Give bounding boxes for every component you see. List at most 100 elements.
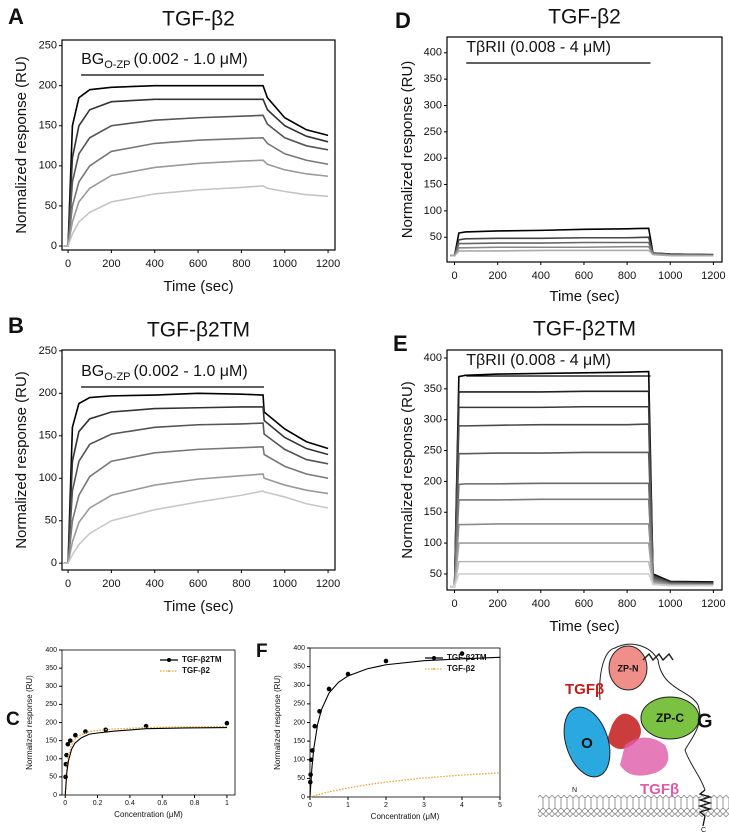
x-tick-label: 0.2 [93, 800, 103, 807]
sensorgram [63, 406, 329, 565]
sensorgram [450, 451, 714, 588]
y-tick-label: 300 [45, 683, 57, 690]
y-tick-label: 200 [39, 387, 57, 399]
x-tick-label: 600 [189, 578, 207, 590]
panel-label: A [8, 4, 24, 29]
sensorgram [450, 542, 714, 588]
data-point [308, 772, 313, 777]
membrane [538, 795, 729, 817]
x-tick-label: 0 [65, 258, 71, 270]
sensorgram [63, 392, 329, 565]
plot-frame [61, 39, 336, 251]
y-tick-label: 350 [424, 383, 442, 395]
data-point [64, 752, 69, 758]
annotation-sub: O-ZP [104, 59, 130, 71]
y-tick-label: 0 [51, 557, 57, 569]
legend-swatch-marker [167, 658, 171, 662]
tgfb-ribbon [620, 737, 669, 776]
domain-zpn [608, 645, 648, 691]
x-tick-label: 400 [532, 270, 550, 282]
y-tick-label: 200 [293, 719, 305, 726]
fit-curve-dashed [64, 725, 227, 796]
annotation-text: (0.002 - 1.0 μM) [134, 51, 248, 68]
transmembrane-helix [697, 789, 713, 827]
x-tick-label: 1000 [658, 270, 682, 282]
y-tick-label: 50 [45, 200, 57, 212]
sensorgram [450, 390, 714, 588]
y-tick-label: 100 [45, 756, 57, 763]
chart-title: TGF-β2 [162, 8, 235, 31]
sensorgram [450, 523, 714, 588]
sensorgram [63, 84, 329, 247]
y-tick-label: 50 [297, 775, 305, 782]
y-tick-label: 400 [293, 645, 305, 652]
diagram-g: G TGFβ ZP-N O ZP-C TGFβ N C [538, 643, 729, 834]
x-tick-label: 1200 [701, 598, 725, 610]
label: N [572, 787, 577, 794]
y-axis-label: Normalized response (RU) [399, 381, 416, 559]
x-tick-label: 0 [63, 800, 67, 807]
data-point [224, 720, 230, 726]
annotation-sub: O-ZP [104, 371, 130, 383]
data-point [67, 738, 73, 743]
y-tick-label: 300 [424, 414, 442, 426]
x-tick-label: 3 [422, 802, 426, 809]
chart-title: TGF-β2 [548, 6, 621, 29]
x-tick-label: 0 [308, 802, 312, 809]
sensorgram [63, 159, 329, 247]
y-tick-label: 250 [424, 444, 442, 456]
y-tick-label: 50 [430, 568, 442, 580]
y-tick-label: 150 [39, 430, 57, 442]
legend-label: TGF-β2 [182, 666, 211, 675]
y-tick-label: 100 [39, 472, 57, 484]
x-tick-label: 200 [102, 578, 120, 590]
y-tick-label: 400 [424, 47, 442, 59]
data-point [73, 732, 78, 738]
y-tick-label: 400 [424, 352, 442, 364]
y-tick-label: 350 [293, 663, 305, 670]
x-tick-label: 1 [346, 802, 350, 809]
x-tick-label: 400 [532, 598, 550, 610]
x-tick-label: 600 [575, 598, 593, 610]
data-point [83, 729, 88, 734]
x-tick-label: 200 [489, 270, 507, 282]
y-tick-label: 400 [45, 647, 57, 654]
panel-label: D [395, 8, 411, 33]
x-tick-label: 800 [232, 578, 250, 590]
x-tick-label: 200 [102, 258, 120, 270]
x-tick-label: 5 [498, 802, 502, 809]
sensorgram [450, 573, 714, 588]
legend-label: TGF-β2 [447, 664, 476, 673]
fit-curve [309, 656, 501, 798]
data-point [308, 779, 313, 785]
sensorgram [63, 446, 329, 565]
legend-label: TGF-β2TM [447, 653, 487, 662]
y-tick-label: 50 [49, 774, 57, 781]
y-tick-label: 50 [45, 515, 57, 527]
annotation-text: (0.002 - 1.0 μM) [134, 363, 248, 380]
chart-panel: B TGF-β2TM 0 50 100 150 200 250 0 200 400 600 800 100… [8, 313, 340, 615]
x-tick-label: 1000 [272, 258, 296, 270]
y-tick-label: 150 [424, 506, 442, 518]
y-tick-label: 100 [39, 160, 57, 172]
label: O [581, 735, 593, 752]
tgfb-ribbon [607, 713, 641, 749]
y-axis-label: Normalized response (RU) [273, 675, 282, 770]
legend-swatch-marker [432, 656, 436, 660]
chart-panel: A TGF-β2 0 50 100 150 200 250 0 200 400 600 800 1000 1… [8, 4, 340, 295]
y-tick-label: 250 [424, 126, 442, 138]
x-axis-label: Time (sec) [549, 618, 619, 635]
label: TGFβ [640, 781, 679, 798]
x-tick-label: 400 [146, 258, 164, 270]
label: ZP-N [618, 663, 639, 673]
y-tick-label: 300 [424, 99, 442, 111]
x-tick-label: 800 [232, 258, 250, 270]
y-tick-label: 250 [39, 40, 57, 52]
y-tick-label: 150 [45, 737, 57, 744]
plot-frame [446, 36, 723, 263]
x-tick-label: 1 [225, 800, 229, 807]
sensorgram [63, 490, 329, 565]
legend-swatch-marker [168, 670, 170, 672]
x-tick-label: 4 [460, 802, 464, 809]
